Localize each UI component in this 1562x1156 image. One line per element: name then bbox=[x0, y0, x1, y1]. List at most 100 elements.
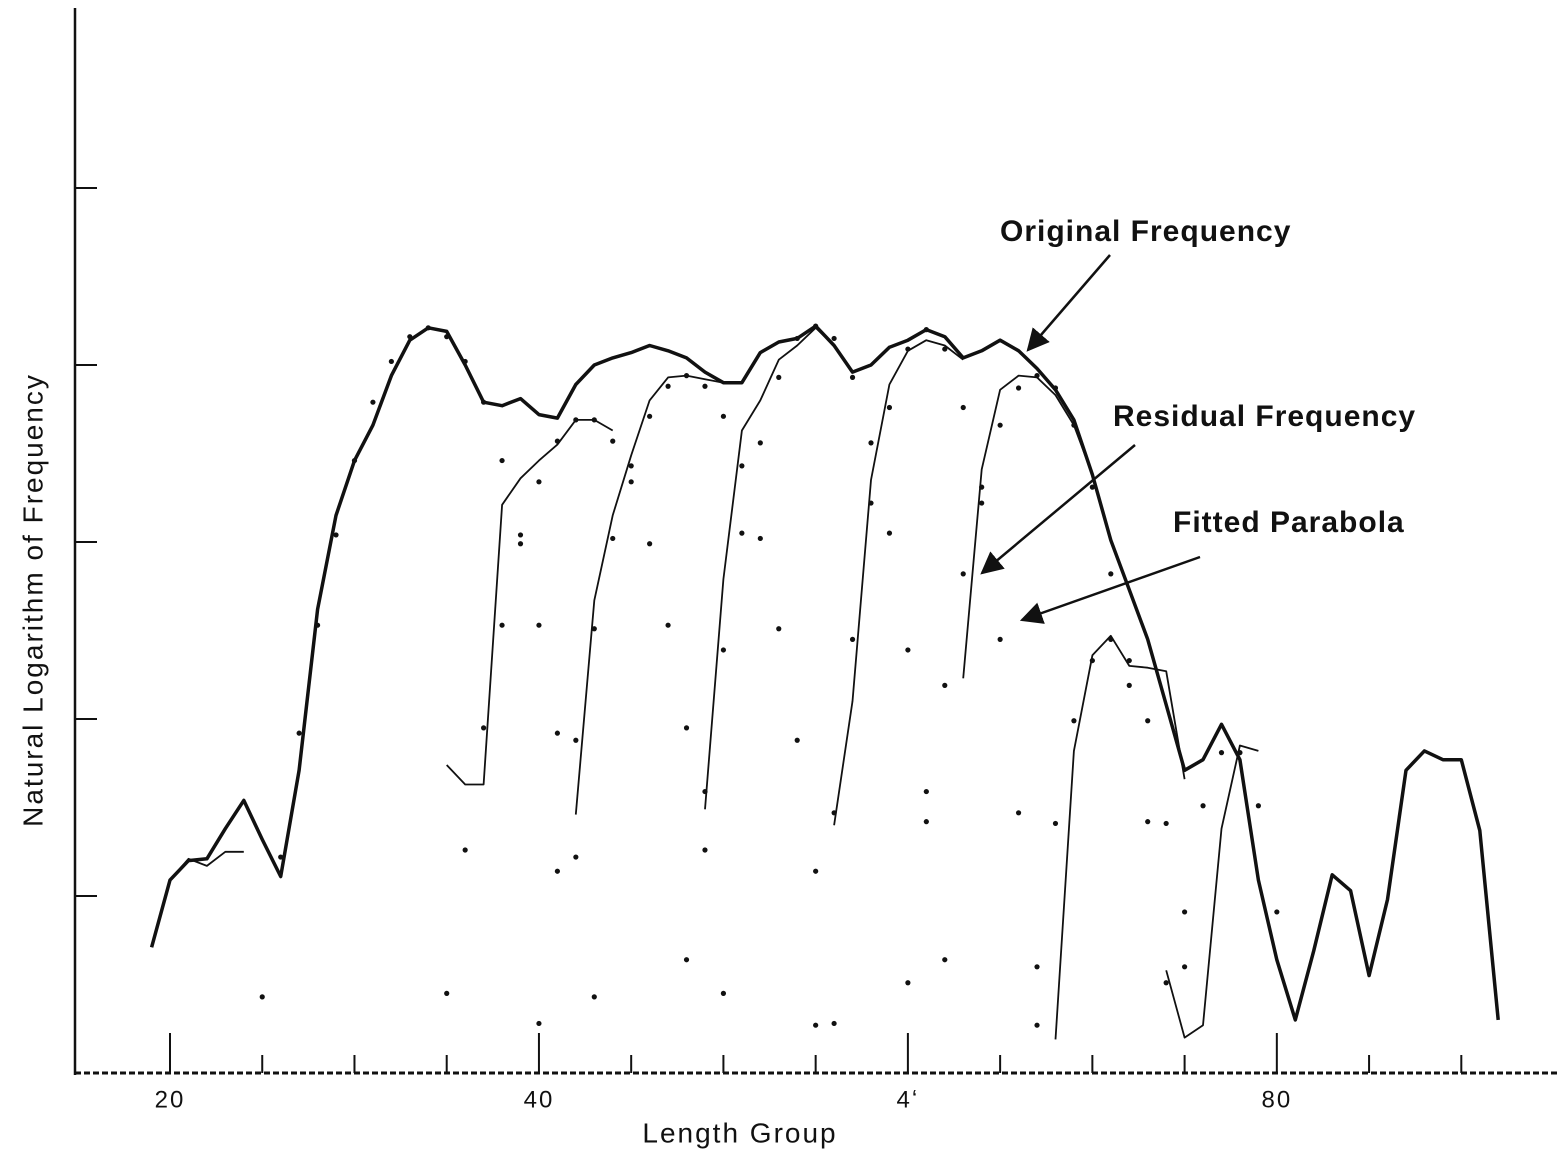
parabola-dot bbox=[757, 440, 763, 446]
parabola-dot bbox=[960, 404, 966, 411]
parabola-dot bbox=[665, 383, 671, 389]
parabola-dot bbox=[1015, 810, 1022, 816]
parabola-dot bbox=[554, 868, 560, 874]
parabola-dot bbox=[942, 957, 948, 963]
parabola-dot bbox=[536, 622, 542, 628]
parabola-dot bbox=[960, 571, 966, 577]
series-line bbox=[704, 326, 835, 810]
parabola-dot bbox=[776, 374, 782, 380]
annotation: Fitted Parabola bbox=[1173, 506, 1405, 539]
parabola-dot bbox=[628, 463, 634, 469]
annotation: Residual Frequency bbox=[1113, 400, 1416, 433]
parabola-dot bbox=[481, 725, 487, 731]
parabola-dot bbox=[517, 532, 524, 538]
parabola-dot bbox=[425, 325, 431, 331]
parabola-dot bbox=[1200, 803, 1206, 809]
arrow bbox=[1026, 254, 1111, 352]
parabola-dot bbox=[757, 535, 763, 542]
parabola-dot bbox=[849, 374, 856, 380]
x-tick-label: 40 bbox=[524, 1086, 555, 1113]
parabola-dot bbox=[905, 980, 911, 986]
parabola-dot bbox=[259, 994, 265, 1000]
parabola-dot bbox=[517, 541, 524, 547]
parabola-dot bbox=[1237, 750, 1243, 756]
parabola-dot bbox=[923, 327, 929, 333]
parabola-dot bbox=[573, 417, 579, 423]
parabola-dot bbox=[444, 334, 450, 340]
parabola-dot bbox=[997, 422, 1003, 428]
parabola-dot bbox=[868, 500, 874, 506]
parabola-dot bbox=[794, 737, 800, 743]
parabola-dot bbox=[702, 383, 708, 389]
parabola-dot bbox=[573, 854, 579, 860]
series-line bbox=[1165, 744, 1259, 1039]
series-line bbox=[574, 374, 724, 815]
parabola-dot bbox=[573, 737, 579, 743]
parabola-dot bbox=[702, 788, 708, 795]
parabola-dot bbox=[591, 417, 597, 423]
series-line bbox=[1054, 634, 1186, 1040]
parabola-dot bbox=[776, 626, 782, 632]
x-tick-label: 80 bbox=[1261, 1086, 1292, 1113]
parabola-dot bbox=[683, 957, 690, 963]
parabola-dot bbox=[720, 647, 727, 653]
series-line bbox=[962, 374, 1094, 679]
parabola-dot bbox=[481, 399, 487, 405]
parabola-dot bbox=[1015, 385, 1022, 391]
parabola-dot bbox=[462, 358, 468, 365]
arrow bbox=[980, 444, 1136, 575]
parabola-dot bbox=[1034, 964, 1040, 970]
parabola-dot bbox=[591, 994, 597, 1000]
y-axis-label: Natural Logarithm of Frequency bbox=[17, 373, 48, 827]
x-tick-label: 20 bbox=[155, 1086, 186, 1113]
parabola-dot bbox=[1163, 820, 1169, 827]
parabola-dot bbox=[314, 622, 321, 628]
parabola-dot bbox=[499, 622, 505, 628]
parabola-dot bbox=[333, 532, 339, 538]
parabola-dot bbox=[278, 854, 284, 860]
parabola-dot bbox=[628, 479, 634, 485]
parabola-dot bbox=[923, 788, 929, 795]
parabola-dot bbox=[942, 346, 948, 352]
parabola-dot bbox=[720, 413, 727, 419]
x-tick-label: 4ʻ bbox=[897, 1086, 920, 1113]
parabola-dot bbox=[1034, 1022, 1040, 1028]
series-line bbox=[446, 419, 614, 786]
parabola-dot bbox=[868, 440, 874, 446]
parabola-dot bbox=[444, 990, 450, 996]
parabola-dot bbox=[813, 868, 819, 874]
parabola-dot bbox=[683, 725, 690, 731]
arrow bbox=[1019, 555, 1201, 624]
parabola-dot bbox=[849, 636, 856, 642]
parabola-dot bbox=[591, 626, 597, 632]
parabola-dot bbox=[813, 1022, 819, 1028]
parabola-dot bbox=[720, 990, 727, 996]
parabola-dot bbox=[1218, 750, 1225, 756]
parabola-dot bbox=[683, 373, 690, 379]
parabola-dot bbox=[1255, 803, 1261, 809]
x-axis-label: Length Group bbox=[642, 1117, 837, 1148]
parabola-dot bbox=[813, 323, 819, 329]
parabola-dot bbox=[665, 622, 671, 628]
parabola-dot bbox=[1052, 820, 1059, 827]
parabola-dot bbox=[647, 541, 653, 547]
parabola-dot bbox=[554, 438, 560, 444]
parabola-dot bbox=[388, 358, 394, 365]
parabola-dot bbox=[1089, 484, 1095, 490]
parabola-dot bbox=[554, 730, 560, 736]
parabola-dot bbox=[831, 1020, 837, 1027]
parabola-dot bbox=[1274, 909, 1280, 915]
parabola-dot bbox=[462, 847, 468, 853]
parabola-dot bbox=[886, 404, 893, 411]
parabola-dot bbox=[536, 479, 542, 485]
parabola-dot bbox=[1052, 385, 1059, 391]
parabola-dot bbox=[1071, 718, 1077, 724]
parabola-dot bbox=[610, 535, 616, 542]
parabola-dot bbox=[979, 484, 985, 490]
parabola-dot bbox=[942, 682, 948, 688]
parabola-dot bbox=[702, 847, 708, 853]
parabola-dot bbox=[1145, 718, 1151, 724]
parabola-dot bbox=[647, 413, 653, 419]
parabola-dot bbox=[905, 647, 911, 653]
parabola-dot bbox=[499, 457, 505, 464]
